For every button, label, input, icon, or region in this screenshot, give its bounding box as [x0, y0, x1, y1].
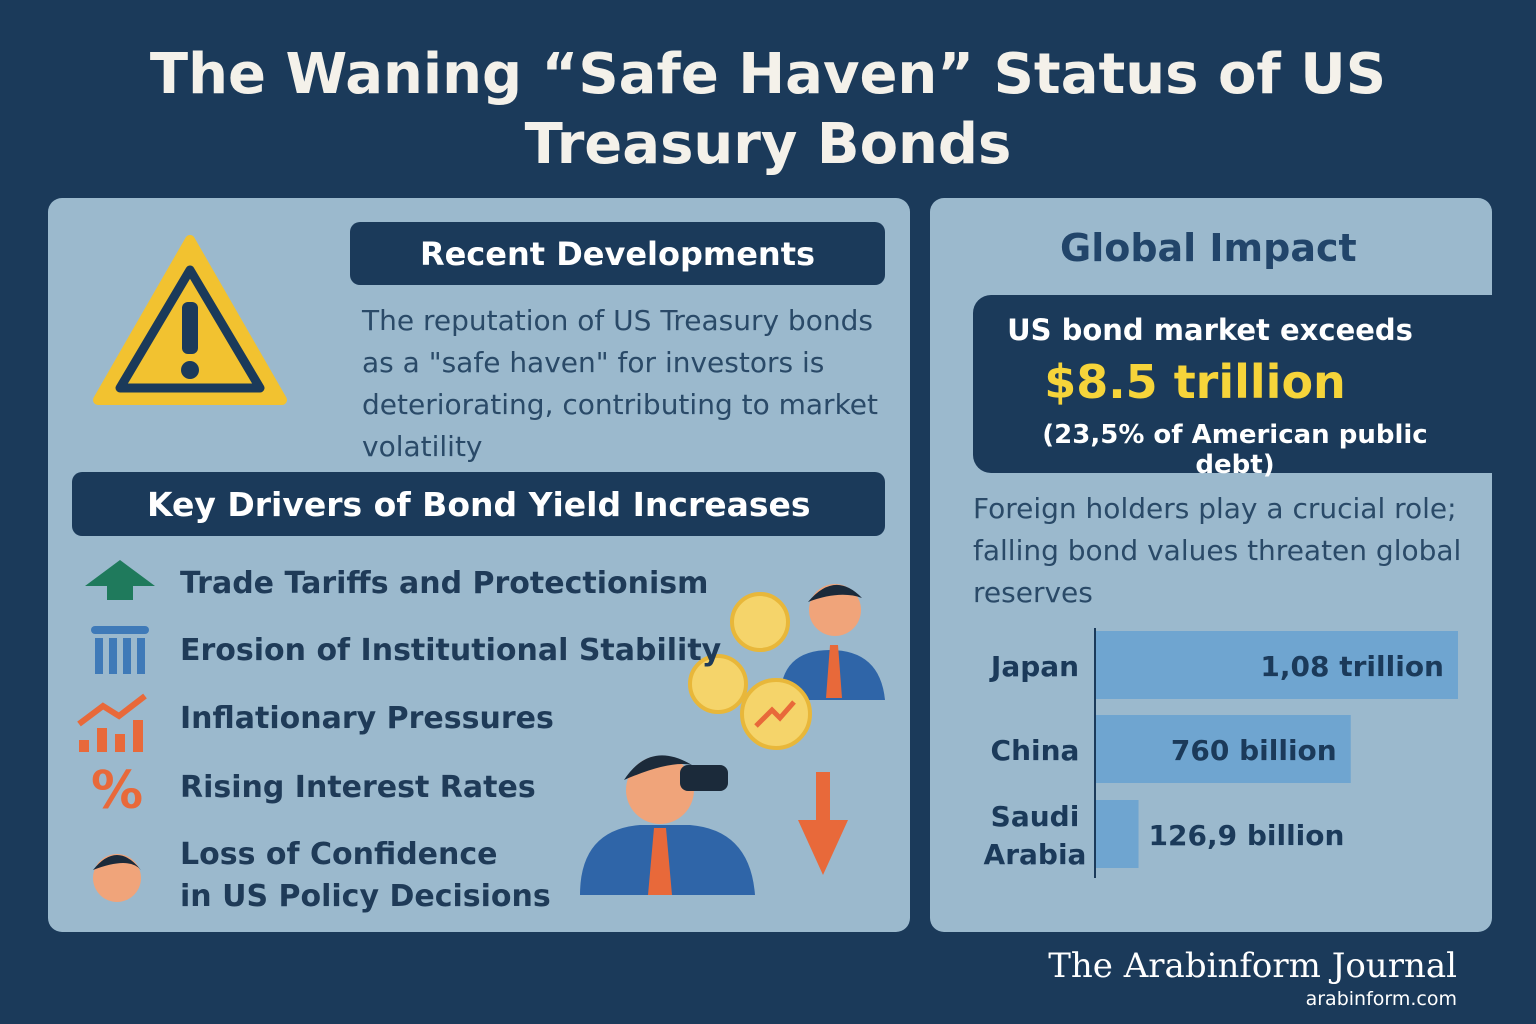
category-label: China	[991, 734, 1080, 767]
driver-item: Rising Interest Rates	[180, 770, 536, 805]
value-label: 760 billion	[1171, 734, 1337, 767]
highlight-note: (23,5% of American public debt)	[1042, 420, 1428, 480]
illustration	[580, 584, 885, 895]
driver-item: Loss of Confidence	[180, 837, 498, 872]
highlight-box	[973, 295, 1492, 473]
driver-item: Inflationary Pressures	[180, 701, 554, 736]
paragraph: The reputation of US Treasury bonds as a…	[362, 304, 878, 463]
driver-item: Erosion of Institutional Stability	[180, 633, 722, 668]
bar	[1096, 715, 1351, 783]
driver-icons: %	[77, 560, 155, 902]
value-label: 126,9 billion	[1149, 819, 1345, 852]
warning-icon	[93, 235, 287, 405]
paragraph: Foreign holders play a crucial role; fal…	[973, 492, 1462, 609]
section-heading: Recent Developments	[350, 222, 885, 285]
bar	[1096, 631, 1458, 699]
category-label: Saudi Arabia	[984, 800, 1087, 871]
title: The Waning “Safe Haven” Status of US Tre…	[149, 42, 1387, 177]
driver-item: in US Policy Decisions	[180, 879, 551, 914]
svg-text:%: %	[91, 761, 143, 821]
value-label: 1,08 trillion	[1260, 650, 1444, 683]
highlight-amount: $8.5 trillion	[1044, 355, 1346, 409]
category-label: Japan	[989, 650, 1079, 683]
publisher: The Arabinform Journal	[1048, 946, 1457, 986]
url: arabinform.com	[1305, 988, 1457, 1010]
section-heading: Key Drivers of Bond Yield Increases	[72, 472, 885, 536]
highlight-intro: US bond market exceeds	[1007, 313, 1413, 347]
bar	[1096, 800, 1139, 868]
section-heading: Global Impact	[1060, 226, 1357, 270]
holders-chart: 1,08 trillion Japan 760 billion China 126,9 …	[984, 628, 1458, 878]
driver-item: Trade Tariffs and Protectionism	[180, 566, 709, 601]
